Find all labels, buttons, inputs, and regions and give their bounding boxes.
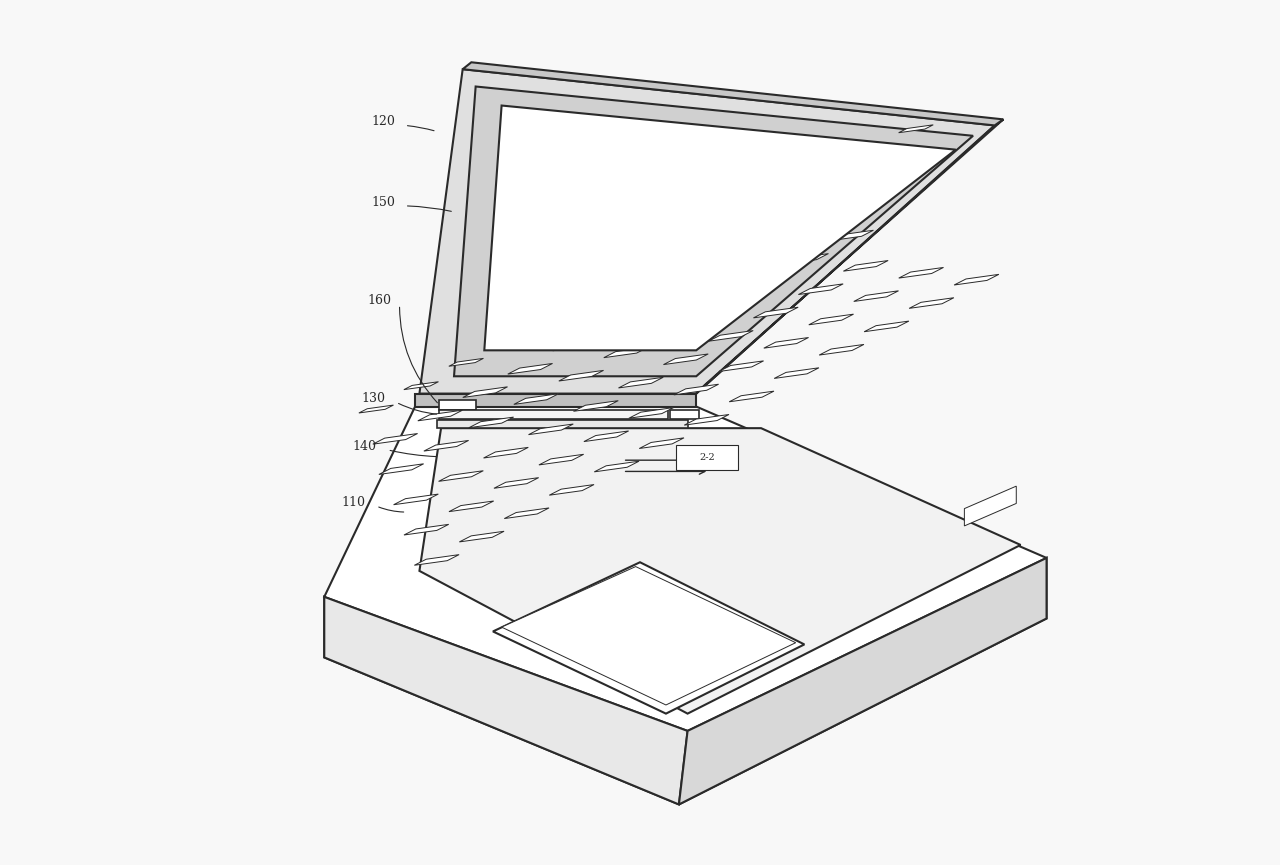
- Polygon shape: [420, 69, 995, 394]
- Polygon shape: [393, 494, 438, 505]
- Polygon shape: [685, 414, 730, 425]
- Polygon shape: [439, 410, 668, 419]
- Polygon shape: [899, 125, 933, 132]
- Polygon shape: [494, 477, 539, 488]
- Polygon shape: [324, 597, 687, 804]
- Polygon shape: [754, 307, 799, 318]
- Polygon shape: [828, 230, 873, 240]
- Polygon shape: [687, 270, 732, 281]
- Polygon shape: [420, 428, 1020, 714]
- Polygon shape: [639, 438, 684, 448]
- Text: 2-2: 2-2: [700, 453, 716, 462]
- Polygon shape: [764, 337, 809, 348]
- Polygon shape: [628, 407, 673, 419]
- Polygon shape: [819, 344, 864, 355]
- Polygon shape: [739, 277, 783, 287]
- Polygon shape: [649, 324, 694, 334]
- Polygon shape: [493, 562, 804, 714]
- Polygon shape: [854, 148, 888, 156]
- Polygon shape: [899, 267, 943, 278]
- Polygon shape: [484, 447, 529, 458]
- Polygon shape: [696, 119, 1004, 394]
- Polygon shape: [854, 291, 899, 301]
- Polygon shape: [764, 195, 799, 202]
- Polygon shape: [415, 554, 460, 566]
- Polygon shape: [529, 424, 573, 435]
- Polygon shape: [671, 410, 699, 419]
- Polygon shape: [324, 407, 1047, 731]
- Polygon shape: [462, 62, 1004, 125]
- Polygon shape: [415, 394, 696, 407]
- Polygon shape: [502, 567, 796, 705]
- Polygon shape: [954, 274, 998, 285]
- Polygon shape: [494, 335, 529, 343]
- Polygon shape: [439, 400, 476, 410]
- Polygon shape: [417, 410, 462, 420]
- Polygon shape: [379, 464, 424, 475]
- Polygon shape: [594, 461, 639, 472]
- Polygon shape: [372, 433, 417, 445]
- Polygon shape: [454, 86, 973, 376]
- Polygon shape: [484, 106, 956, 350]
- Polygon shape: [584, 288, 618, 296]
- Polygon shape: [718, 218, 754, 226]
- Polygon shape: [449, 501, 494, 512]
- Polygon shape: [719, 361, 764, 372]
- Polygon shape: [643, 293, 687, 304]
- Polygon shape: [909, 298, 954, 309]
- Polygon shape: [468, 417, 513, 427]
- Polygon shape: [663, 354, 708, 364]
- Text: 120: 120: [372, 115, 396, 128]
- Polygon shape: [628, 265, 663, 272]
- Polygon shape: [708, 330, 753, 342]
- Polygon shape: [604, 347, 649, 358]
- Polygon shape: [504, 508, 549, 519]
- Polygon shape: [598, 317, 643, 327]
- Polygon shape: [730, 391, 774, 401]
- Polygon shape: [618, 377, 663, 388]
- Polygon shape: [539, 311, 573, 319]
- Polygon shape: [404, 524, 449, 535]
- Polygon shape: [864, 321, 909, 332]
- Polygon shape: [732, 247, 777, 258]
- Polygon shape: [436, 420, 687, 428]
- Polygon shape: [774, 368, 819, 379]
- Polygon shape: [508, 363, 553, 374]
- Polygon shape: [783, 253, 828, 265]
- Polygon shape: [539, 454, 584, 465]
- Polygon shape: [513, 394, 558, 404]
- Polygon shape: [324, 558, 1047, 804]
- Polygon shape: [573, 400, 618, 411]
- Polygon shape: [460, 531, 504, 541]
- FancyBboxPatch shape: [676, 445, 737, 470]
- Polygon shape: [449, 358, 484, 366]
- Polygon shape: [673, 384, 718, 394]
- Polygon shape: [964, 486, 1016, 526]
- Polygon shape: [553, 340, 598, 351]
- Text: 110: 110: [342, 496, 366, 509]
- Polygon shape: [678, 558, 1047, 804]
- Polygon shape: [559, 370, 604, 381]
- Text: 130: 130: [361, 392, 385, 405]
- Polygon shape: [844, 260, 888, 272]
- Polygon shape: [694, 300, 739, 311]
- Text: 150: 150: [372, 195, 396, 208]
- Text: 140: 140: [353, 439, 376, 452]
- Polygon shape: [673, 241, 708, 249]
- Polygon shape: [463, 387, 508, 397]
- Polygon shape: [809, 314, 854, 324]
- Polygon shape: [439, 471, 484, 481]
- Text: 160: 160: [367, 294, 392, 307]
- Polygon shape: [809, 171, 844, 179]
- Polygon shape: [549, 484, 594, 495]
- Polygon shape: [799, 284, 844, 294]
- Polygon shape: [584, 431, 628, 441]
- Polygon shape: [404, 381, 439, 389]
- Polygon shape: [358, 405, 393, 413]
- Polygon shape: [424, 440, 468, 452]
